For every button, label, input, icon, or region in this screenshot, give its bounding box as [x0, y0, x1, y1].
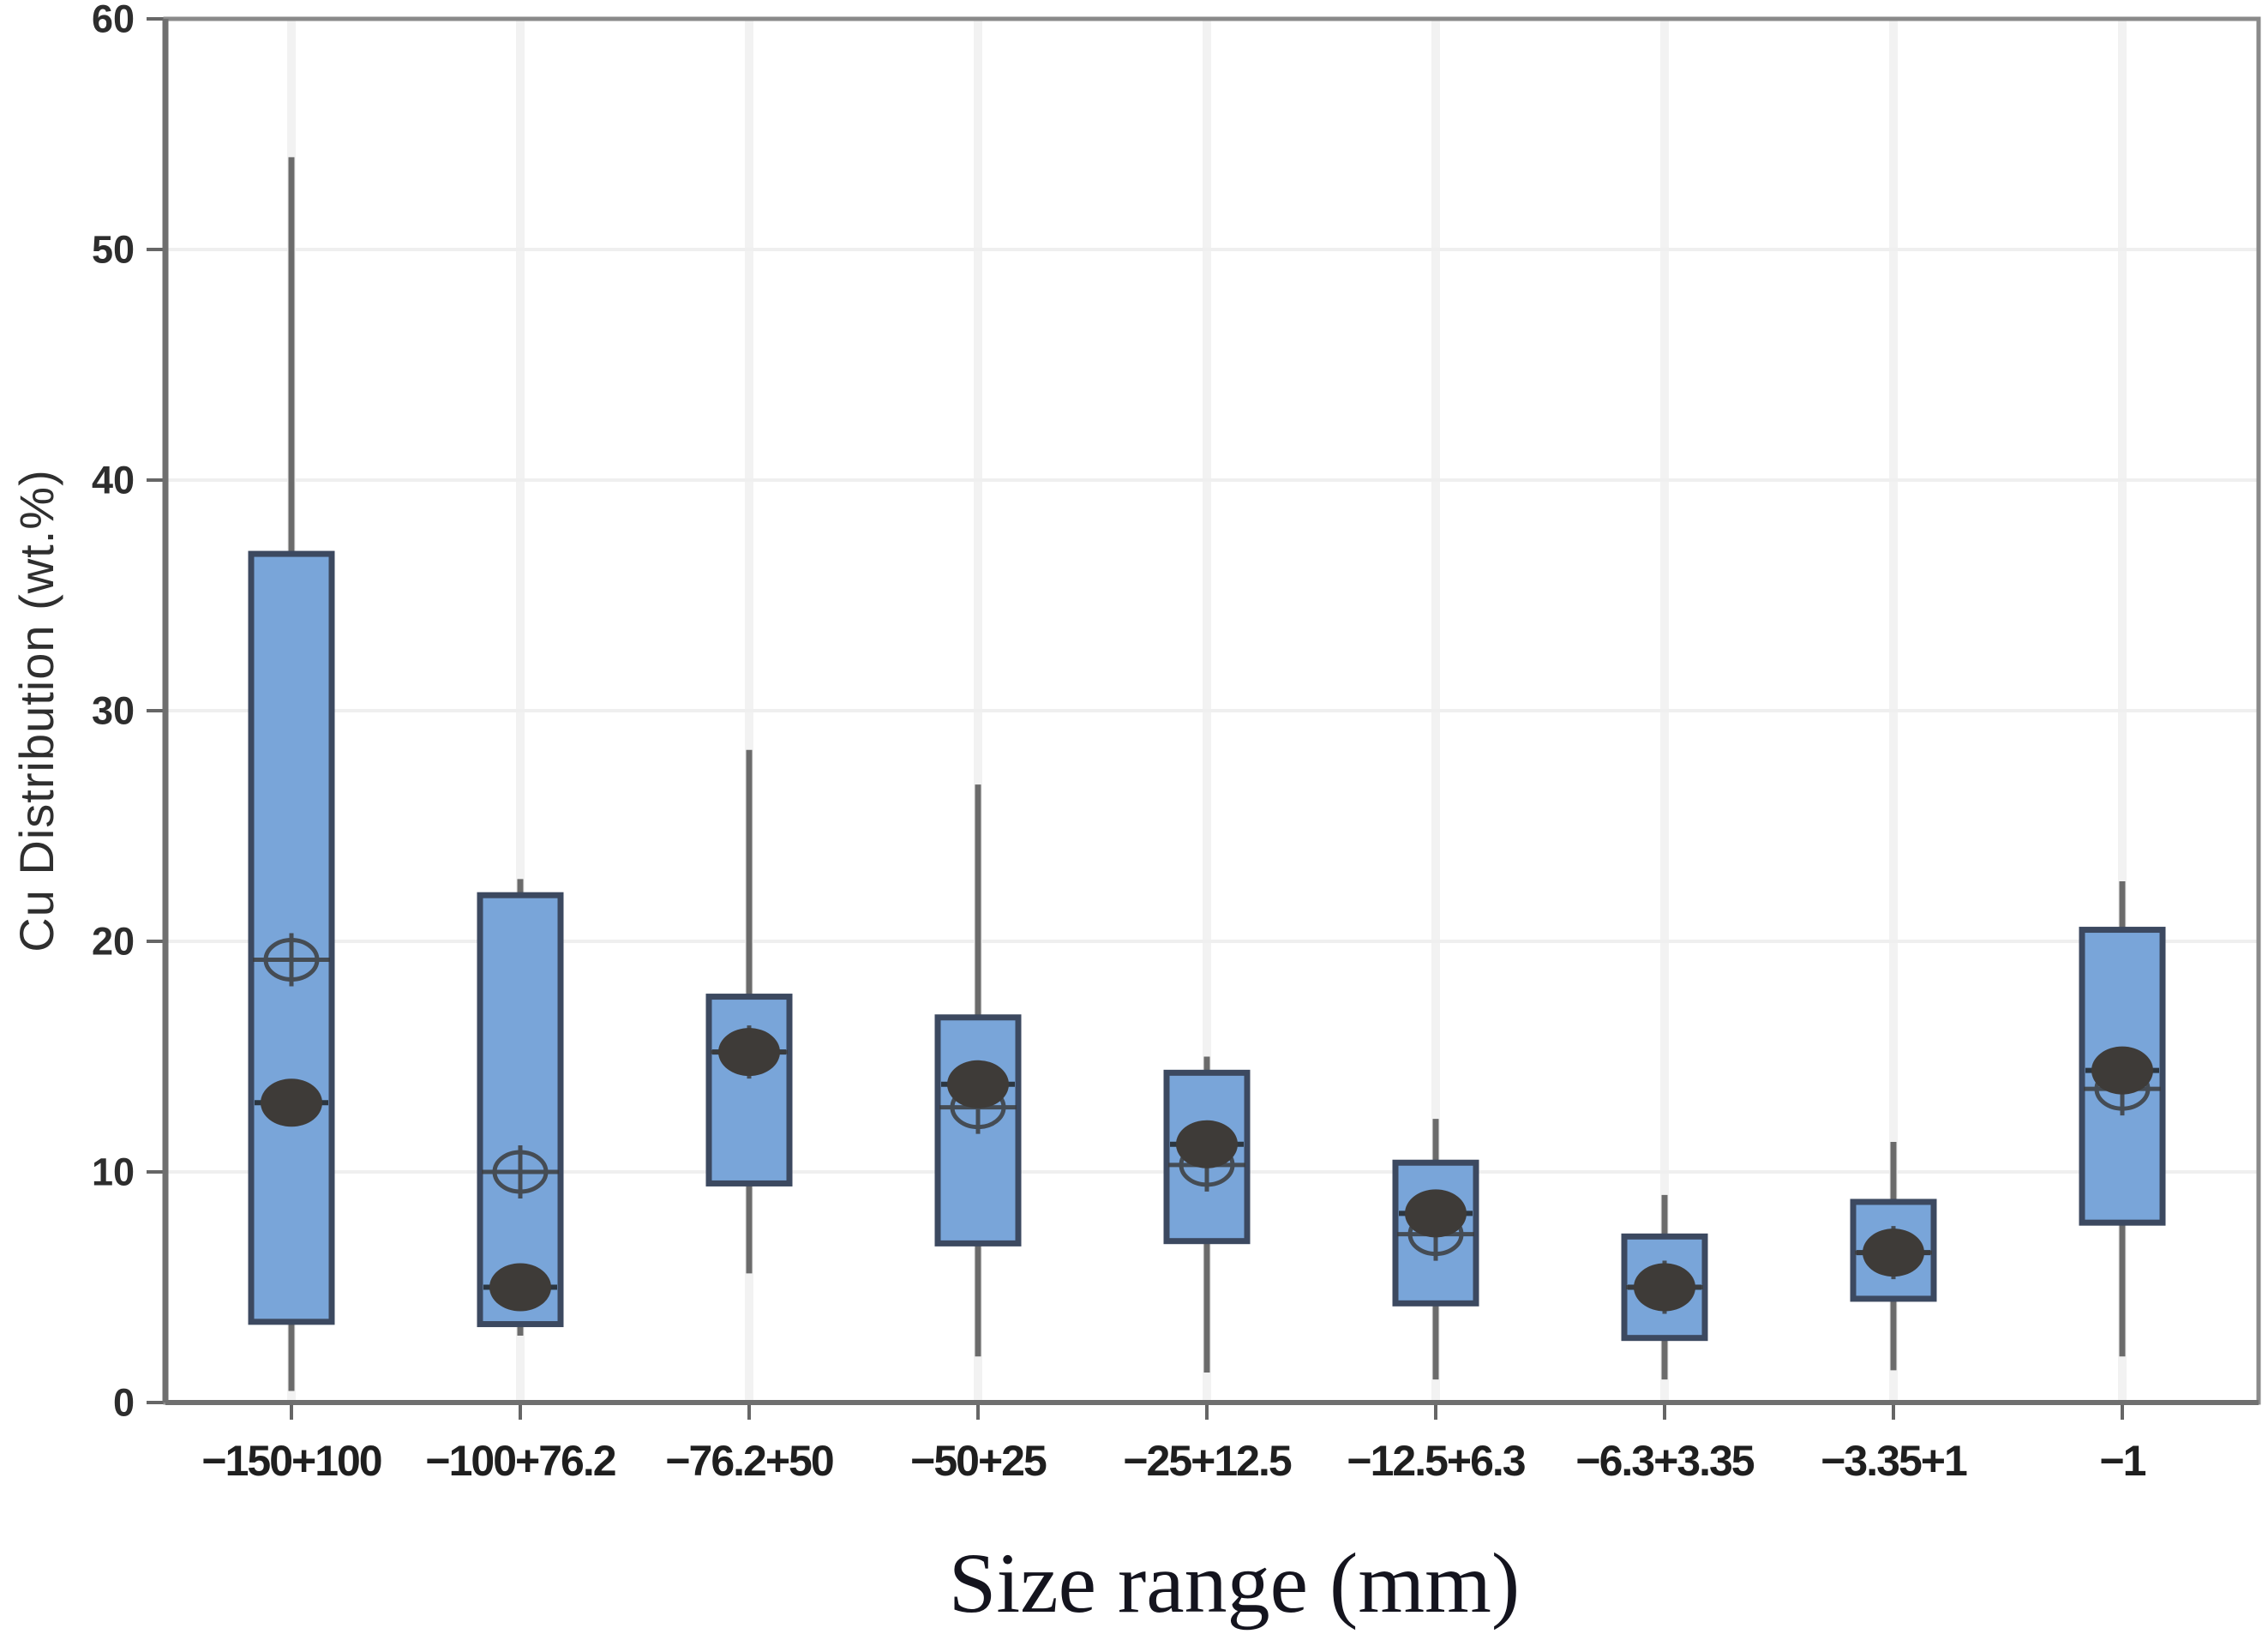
y-tick-label: 60: [92, 0, 135, 41]
box-whisker-group: [1163, 1056, 1251, 1373]
median-dot: [947, 1060, 1009, 1108]
x-tick-label: −50+25: [910, 1437, 1047, 1485]
box-whisker-group: [1621, 1194, 1708, 1380]
x-tick-label: −12.5+6.3: [1347, 1437, 1524, 1485]
y-tick-label: 0: [113, 1381, 135, 1425]
median-dot: [2091, 1046, 2153, 1095]
median-dot: [1863, 1228, 1924, 1277]
median-dot: [1176, 1120, 1238, 1168]
box-whisker-group: [1392, 1119, 1479, 1380]
y-tick-label: 20: [92, 920, 135, 964]
median-dot: [489, 1263, 551, 1312]
x-tick-label: −100+76.2: [425, 1437, 615, 1485]
median-dot: [1634, 1263, 1695, 1312]
x-axis-title: Size range (mm): [949, 1535, 1520, 1631]
box-whisker-group: [934, 784, 1022, 1357]
x-tick-label: −150+100: [201, 1437, 381, 1485]
box-whisker-group: [705, 749, 793, 1274]
y-axis-title: Cu Distribution (wt.%): [9, 469, 63, 952]
x-tick-label: −6.3+3.35: [1575, 1437, 1754, 1485]
box-whisker-group: [2079, 881, 2166, 1357]
box-whisker-group: [248, 157, 335, 1391]
box-whisker-group: [477, 879, 564, 1336]
median-dot: [261, 1078, 322, 1127]
y-tick-label: 50: [92, 228, 135, 272]
x-tick-label: −3.35+1: [1821, 1437, 1967, 1485]
mean-marker: [482, 1145, 559, 1198]
box-whisker-group: [1850, 1142, 1937, 1371]
box-layer: [248, 157, 2166, 1391]
median-dot: [718, 1028, 780, 1077]
median-dot: [1405, 1189, 1467, 1238]
y-tick-label: 40: [92, 459, 135, 502]
axis-layer: 0 10 20 30 40 50 60 −150+100 −100+76.2 −76.2+50 −5…: [92, 0, 2261, 1485]
iqr-box: [477, 892, 564, 1328]
mean-marker: [253, 933, 330, 987]
x-tick-label: −1: [2099, 1437, 2145, 1485]
y-tick-label: 10: [92, 1150, 135, 1194]
x-tick-label: −76.2+50: [665, 1437, 833, 1485]
y-tick-label: 30: [92, 689, 135, 733]
iqr-box: [705, 994, 793, 1186]
x-tick-label: −25+12.5: [1123, 1437, 1292, 1485]
